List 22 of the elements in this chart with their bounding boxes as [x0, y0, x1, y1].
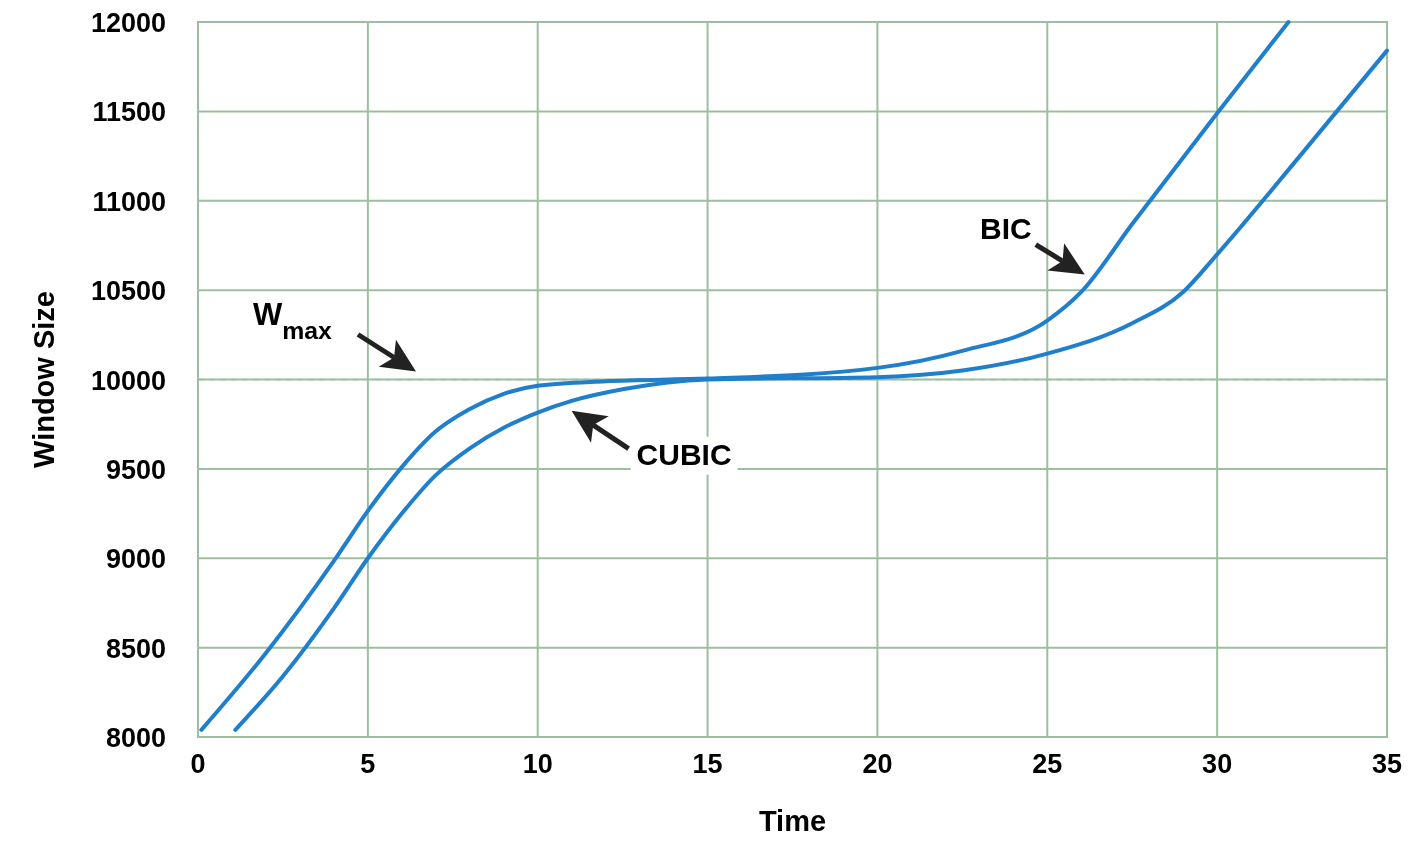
- y-tick-label: 12000: [90, 8, 166, 38]
- x-axis-title: Time: [758, 805, 827, 837]
- y-tick-label: 8500: [105, 633, 166, 664]
- y-tick-label: 11000: [92, 186, 166, 217]
- y-tick-label: 10500: [90, 276, 166, 307]
- x-tick-label: 5: [360, 749, 376, 779]
- y-axis-title: Window Size: [28, 291, 60, 468]
- x-tick-label: 20: [862, 749, 893, 779]
- ref-line-label: W$_{max}$: [253, 296, 333, 343]
- y-tick-label: 9500: [105, 454, 166, 485]
- y-tick-label: 9000: [105, 544, 166, 575]
- y-tick-label: 10000: [90, 365, 166, 396]
- x-tick-label: 25: [1032, 749, 1063, 779]
- y-tick-label: 11500: [92, 97, 166, 128]
- series-label: CUBIC: [636, 437, 732, 471]
- text: BIC: [980, 211, 1032, 245]
- x-tick-label: 0: [190, 749, 206, 779]
- x-tick-label: 30: [1202, 749, 1233, 779]
- x-tick-label: 35: [1371, 749, 1403, 779]
- x-tick-label: 15: [692, 749, 723, 779]
- y-tick-label: 8000: [105, 723, 166, 753]
- x-tick-label: 10: [522, 749, 553, 779]
